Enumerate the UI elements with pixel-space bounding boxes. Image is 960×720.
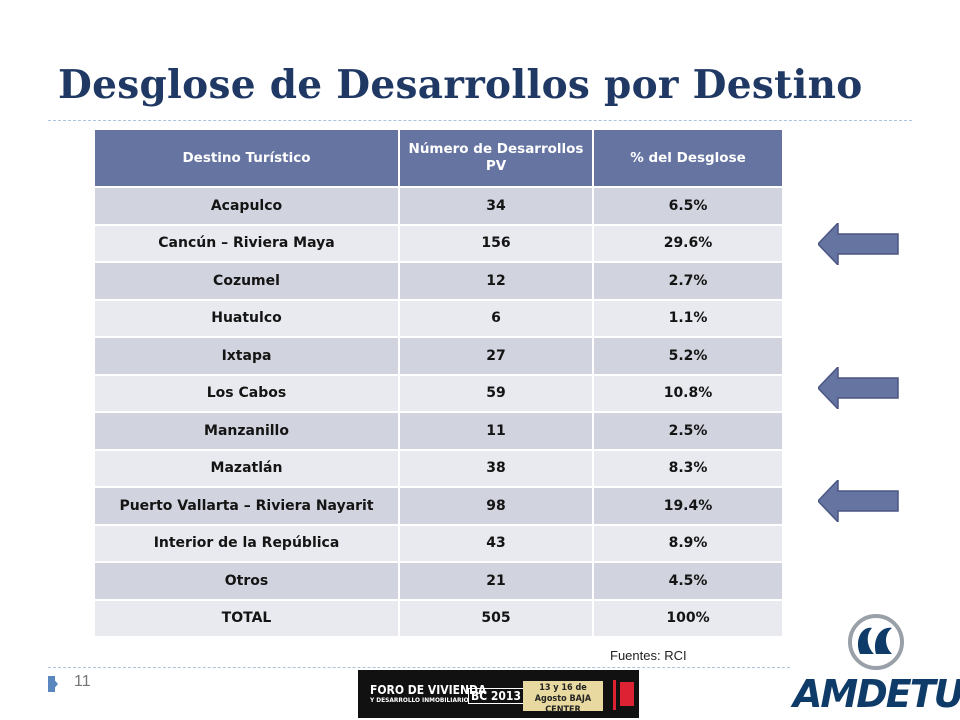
cell-numero: 12 (399, 261, 594, 300)
table-row: Mazatlán 38 8.3% (95, 448, 782, 487)
header-destino: Destino Turístico (95, 130, 400, 187)
cell-porcentaje: 2.7% (593, 261, 782, 300)
table-row: TOTAL 505 100% (95, 598, 782, 636)
slide-title: Desglose de Desarrollos por Destino (58, 62, 863, 108)
cell-destino: Cancún – Riviera Maya (95, 223, 400, 262)
cell-destino: Interior de la República (95, 523, 400, 562)
cell-numero: 21 (399, 561, 594, 600)
header-porcentaje: % del Desglose (593, 130, 782, 187)
table-row: Ixtapa 27 5.2% (95, 336, 782, 375)
table-header-row: Destino Turístico Número de Desarrollos … (95, 130, 782, 187)
cell-destino: Manzanillo (95, 411, 400, 450)
cell-numero: 98 (399, 486, 594, 525)
cell-destino: Los Cabos (95, 373, 400, 412)
cell-numero: 43 (399, 523, 594, 562)
cell-destino: Acapulco (95, 186, 400, 225)
table-row: Acapulco 34 6.5% (95, 186, 782, 225)
event-dates: 13 y 16 de Agosto BAJA CENTER (523, 681, 603, 715)
event-title: FORO DE VIVIENDA Y DESARROLLO INMOBILIAR… (370, 684, 486, 703)
left-arrow-icon (818, 367, 899, 409)
cell-numero: 11 (399, 411, 594, 450)
cell-numero: 59 (399, 373, 594, 412)
table-row: Huatulco 6 1.1% (95, 298, 782, 337)
cell-destino: Puerto Vallarta – Riviera Nayarit (95, 486, 400, 525)
cell-porcentaje: 29.6% (593, 223, 782, 262)
cell-porcentaje: 5.2% (593, 336, 782, 375)
event-title-line1: FORO DE VIVIENDA (370, 683, 487, 697)
left-arrow-icon (818, 223, 899, 265)
left-arrow-icon (818, 480, 899, 522)
event-banner: FORO DE VIVIENDA Y DESARROLLO INMOBILIAR… (358, 670, 639, 718)
event-mark-icon (620, 682, 634, 706)
event-divider (613, 680, 616, 710)
page-number: 11 (74, 673, 91, 690)
cell-porcentaje: 1.1% (593, 298, 782, 337)
table-body: Acapulco 34 6.5% Cancún – Riviera Maya 156 29… (95, 186, 782, 636)
table-row: Interior de la República 43 8.9% (95, 523, 782, 562)
title-divider (48, 120, 912, 121)
cell-destino: Cozumel (95, 261, 400, 300)
cell-numero: 156 (399, 223, 594, 262)
table-row: Manzanillo 11 2.5% (95, 411, 782, 450)
cell-destino: Otros (95, 561, 400, 600)
table-row: Puerto Vallarta – Riviera Nayarit 98 19.4% (95, 486, 782, 525)
cell-numero: 38 (399, 448, 594, 487)
cell-destino: TOTAL (95, 598, 400, 636)
table-row: Cancún – Riviera Maya 156 29.6% (95, 223, 782, 262)
destinations-table: Destino Turístico Número de Desarrollos … (95, 130, 782, 636)
cell-porcentaje: 10.8% (593, 373, 782, 412)
cell-numero: 34 (399, 186, 594, 225)
footer-marker-icon (48, 676, 58, 692)
source-note: Fuentes: RCI (610, 648, 687, 663)
cell-numero: 27 (399, 336, 594, 375)
table-row: Cozumel 12 2.7% (95, 261, 782, 300)
event-year: BC 2013 (468, 688, 524, 704)
table-row: Los Cabos 59 10.8% (95, 373, 782, 412)
event-title-line2: Y DESARROLLO INMOBILIARIO (370, 695, 469, 704)
amdetur-swirl-icon (848, 614, 904, 670)
header-numero: Número de Desarrollos PV (399, 130, 594, 187)
cell-porcentaje: 2.5% (593, 411, 782, 450)
cell-porcentaje: 100% (593, 598, 782, 636)
cell-numero: 6 (399, 298, 594, 337)
cell-destino: Ixtapa (95, 336, 400, 375)
cell-porcentaje: 8.3% (593, 448, 782, 487)
cell-porcentaje: 19.4% (593, 486, 782, 525)
cell-porcentaje: 4.5% (593, 561, 782, 600)
cell-destino: Huatulco (95, 298, 400, 337)
cell-numero: 505 (399, 598, 594, 636)
footer-divider (48, 667, 790, 668)
cell-porcentaje: 8.9% (593, 523, 782, 562)
table-row: Otros 21 4.5% (95, 561, 782, 600)
cell-destino: Mazatlán (95, 448, 400, 487)
cell-porcentaje: 6.5% (593, 186, 782, 225)
amdetur-logo: AMDETUR (793, 672, 960, 716)
